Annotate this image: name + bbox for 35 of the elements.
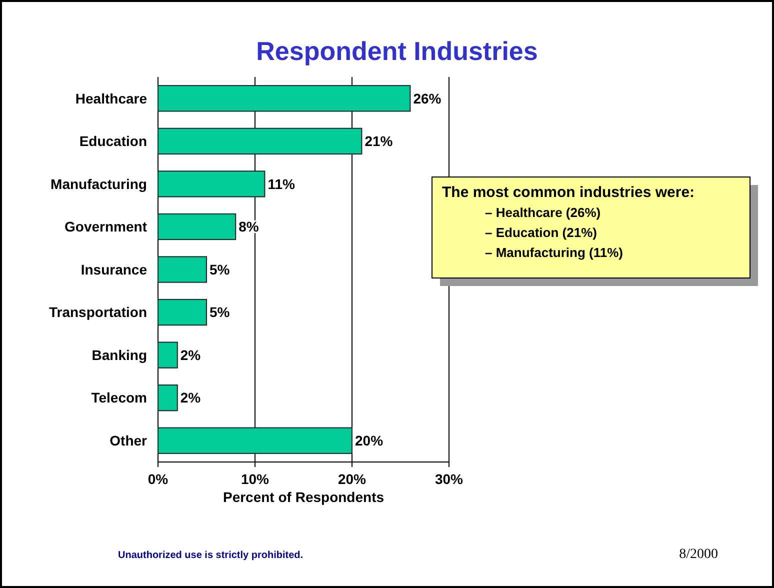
bar xyxy=(158,213,236,240)
y-tick-label: Banking xyxy=(92,346,147,363)
text: Unauthorized use is strictly prohibited. xyxy=(118,550,304,561)
chart-title: Respondent Industries xyxy=(256,36,538,66)
bar xyxy=(158,128,362,154)
x-axis-title: Percent of Respondents xyxy=(222,489,384,505)
y-tick-label: Manufacturing xyxy=(50,176,147,192)
bar xyxy=(158,256,207,283)
y-tick-label: Other xyxy=(110,432,148,449)
bar xyxy=(158,384,178,412)
x-tick-label: 20% xyxy=(338,471,367,487)
data-label: 2% xyxy=(180,346,202,363)
bar xyxy=(158,342,178,368)
data-label: 5% xyxy=(210,304,230,320)
y-tick-label: Healthcare xyxy=(75,90,148,106)
bar xyxy=(158,170,266,198)
bar xyxy=(158,298,207,326)
x-tick-label: 10% xyxy=(240,471,270,487)
x-tick-label: 30% xyxy=(434,471,464,487)
y-tick-label: Telecom xyxy=(91,390,147,406)
y-tick-label: Education xyxy=(79,133,147,150)
data-label: 26% xyxy=(413,90,442,106)
data-label: 20% xyxy=(355,432,384,449)
data-label: 5% xyxy=(210,261,230,278)
annotation: The most common industries were: xyxy=(442,184,695,201)
x-tick-label: 0% xyxy=(148,471,169,487)
data-label: 21% xyxy=(364,133,394,150)
data-label: 11% xyxy=(268,176,296,192)
y-tick-label: Transportation xyxy=(48,304,147,320)
text: 8/2000 xyxy=(679,547,718,562)
data-label: 2% xyxy=(180,390,202,406)
bar xyxy=(158,85,411,112)
y-tick-label: Insurance xyxy=(80,261,148,278)
y-tick-label: Government xyxy=(64,218,148,235)
bar xyxy=(158,427,352,454)
